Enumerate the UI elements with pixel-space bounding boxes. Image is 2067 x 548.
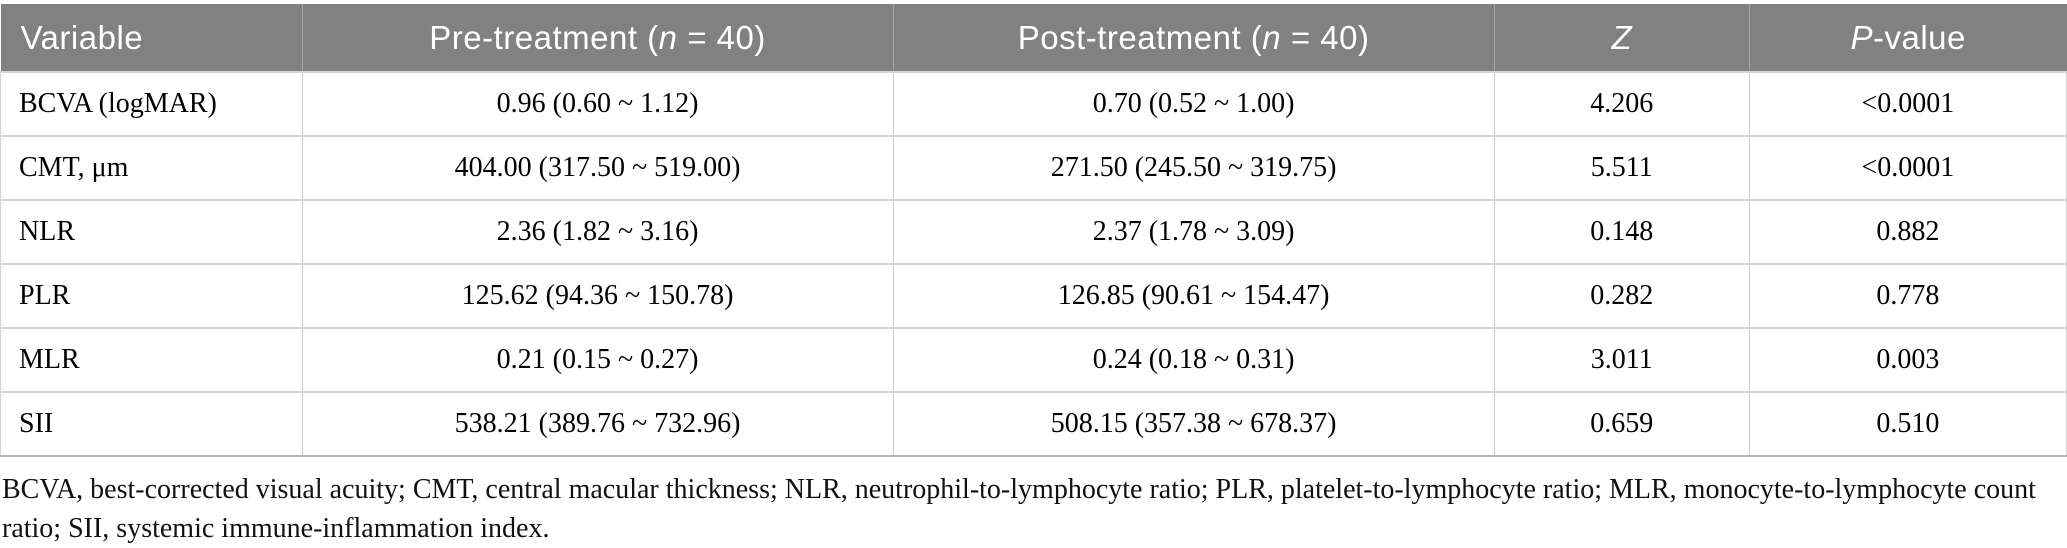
cell-variable: SII <box>0 391 303 457</box>
cell-pre-treatment: 0.96 (0.60 ~ 1.12) <box>301 71 893 136</box>
cell-variable: MLR <box>0 327 303 392</box>
col-header-pre-treatment: Pre-treatment (n = 40) <box>301 4 893 72</box>
cell-z: 0.282 <box>1493 263 1750 328</box>
cell-post-treatment: 2.37 (1.78 ~ 3.09) <box>892 199 1495 264</box>
cell-variable: PLR <box>0 263 303 328</box>
table-row-nlr: NLR 2.36 (1.82 ~ 3.16) 2.37 (1.78 ~ 3.09… <box>0 199 2067 264</box>
cell-post-treatment: 0.70 (0.52 ~ 1.00) <box>892 71 1495 136</box>
cell-p-value: 0.003 <box>1748 327 2067 392</box>
table-body: BCVA (logMAR) 0.96 (0.60 ~ 1.12) 0.70 (0… <box>0 71 2067 457</box>
cell-pre-treatment: 538.21 (389.76 ~ 732.96) <box>301 391 893 457</box>
cell-variable: BCVA (logMAR) <box>0 71 303 136</box>
table-row-sii: SII 538.21 (389.76 ~ 732.96) 508.15 (357… <box>0 391 2067 457</box>
table-row-bcva: BCVA (logMAR) 0.96 (0.60 ~ 1.12) 0.70 (0… <box>0 71 2067 136</box>
cell-p-value: <0.0001 <box>1748 135 2067 200</box>
header-pre-suffix: = 40) <box>677 18 766 56</box>
cell-post-treatment: 271.50 (245.50 ~ 319.75) <box>892 135 1495 200</box>
statistics-table-container: Variable Pre-treatment (n = 40) Post-tre… <box>0 4 2067 457</box>
cell-pre-treatment: 404.00 (317.50 ~ 519.00) <box>301 135 893 200</box>
header-row: Variable Pre-treatment (n = 40) Post-tre… <box>0 4 2067 72</box>
cell-variable: CMT, μm <box>0 135 303 200</box>
header-post-n-italic: n <box>1262 18 1282 56</box>
header-pre-prefix: Pre-treatment ( <box>429 18 659 56</box>
header-p-italic: P <box>1850 18 1873 56</box>
cell-z: 5.511 <box>1493 135 1750 200</box>
cell-pre-treatment: 125.62 (94.36 ~ 150.78) <box>301 263 893 328</box>
col-header-post-treatment: Post-treatment (n = 40) <box>892 4 1495 72</box>
cell-z: 0.659 <box>1493 391 1750 457</box>
cell-z: 4.206 <box>1493 71 1750 136</box>
pre-post-treatment-table: Variable Pre-treatment (n = 40) Post-tre… <box>0 4 2067 457</box>
cell-p-value: 0.882 <box>1748 199 2067 264</box>
cell-pre-treatment: 2.36 (1.82 ~ 3.16) <box>301 199 893 264</box>
header-post-suffix: = 40) <box>1281 18 1370 56</box>
cell-post-treatment: 508.15 (357.38 ~ 678.37) <box>892 391 1495 457</box>
cell-post-treatment: 126.85 (90.61 ~ 154.47) <box>892 263 1495 328</box>
table-row-plr: PLR 125.62 (94.36 ~ 150.78) 126.85 (90.6… <box>0 263 2067 328</box>
header-z-italic: Z <box>1611 18 1633 56</box>
cell-z: 3.011 <box>1493 327 1750 392</box>
cell-p-value: <0.0001 <box>1748 71 2067 136</box>
cell-p-value: 0.778 <box>1748 263 2067 328</box>
header-p-rest: -value <box>1872 18 1966 56</box>
cell-p-value: 0.510 <box>1748 391 2067 457</box>
cell-pre-treatment: 0.21 (0.15 ~ 0.27) <box>301 327 893 392</box>
header-pre-n-italic: n <box>658 18 678 56</box>
abbreviations-footnote: BCVA, best-corrected visual acuity; CMT,… <box>2 474 2036 544</box>
cell-variable: NLR <box>0 199 303 264</box>
col-header-variable: Variable <box>0 4 303 72</box>
table-row-mlr: MLR 0.21 (0.15 ~ 0.27) 0.24 (0.18 ~ 0.31… <box>0 327 2067 392</box>
cell-z: 0.148 <box>1493 199 1750 264</box>
table-header: Variable Pre-treatment (n = 40) Post-tre… <box>0 4 2067 72</box>
col-header-z: Z <box>1493 4 1750 72</box>
cell-post-treatment: 0.24 (0.18 ~ 0.31) <box>892 327 1495 392</box>
header-post-prefix: Post-treatment ( <box>1017 18 1263 56</box>
table-row-cmt: CMT, μm 404.00 (317.50 ~ 519.00) 271.50 … <box>0 135 2067 200</box>
col-header-p-value: P-value <box>1748 4 2067 72</box>
